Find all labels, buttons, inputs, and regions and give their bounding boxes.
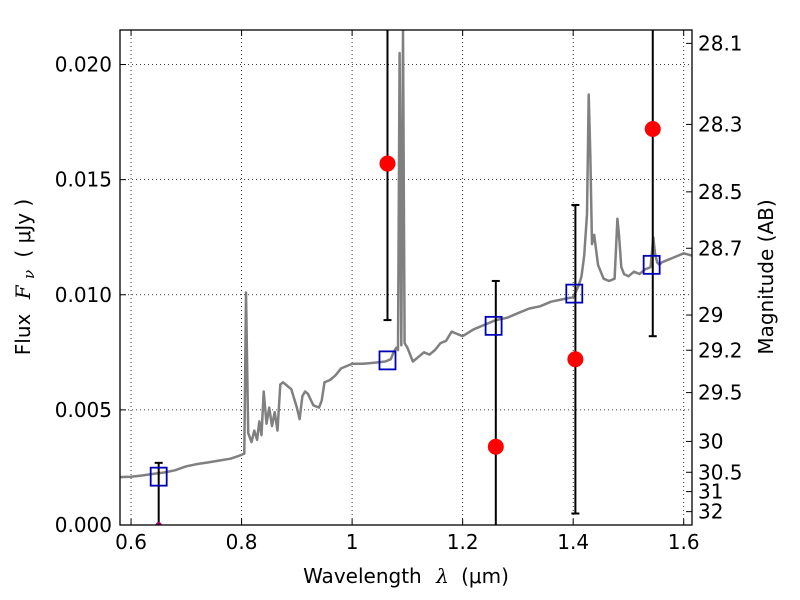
y2-tick-label: 28.7 [698,236,743,260]
observed-photometry-point [644,121,661,137]
y2-tick-label: 29.5 [698,381,743,405]
y2-tick-label: 28.1 [698,31,743,55]
y2-tick-label: 31 [698,480,723,504]
observed-photometry-point [487,438,504,455]
model-sed-line [120,30,692,479]
model-photometry-square [149,466,168,487]
axes-frame [119,29,693,526]
y-tick-label: 0.015 [55,168,112,192]
y-axis-label-subscript: ν [20,270,38,279]
y-tick-label: 0.000 [55,513,112,537]
axis-ticks: 0.6 0.8 1 1.2 1.4 1.6 0.000 0.005 0.010 0.015 0.02… [55,30,743,554]
y2-tick-label: 29 [698,303,723,327]
y-tick-label: 0.020 [55,53,112,77]
y-axis-label-text: Flux [11,313,35,355]
y2-tick-label: 30 [698,429,723,453]
model-photometry-square [484,315,503,336]
y-tick-label: 0.005 [55,398,112,422]
y-axis-title: Flux F ν ( μJy ) [11,199,39,355]
y2-axis-title: Magnitude (AB) [754,199,778,354]
y2-tick-label: 32 [698,500,723,524]
y-tick-label: 0.010 [55,283,112,307]
x-axis-label-unit: (μm) [461,564,509,588]
x-tick-label: 0.6 [115,530,147,554]
x-tick-label: 1.6 [668,530,700,554]
y2-tick-label: 28.5 [698,180,743,204]
x-axis-label-symbol: λ [435,564,449,588]
x-tick-label: 1 [346,530,359,554]
observed-photometry-point [567,351,584,368]
y2-tick-label: 28.3 [698,112,743,136]
observed-photometry-point [155,522,162,525]
plot-area [120,30,692,525]
y2-tick-label: 29.2 [698,338,743,362]
y2-tick-label: 30.5 [698,460,743,484]
model-photometry-square [565,283,584,304]
model-photometry-square [378,350,397,371]
x-tick-label: 1.4 [557,530,589,554]
model-photometry-square [642,254,661,275]
y-axis-label-symbol: F [11,284,35,300]
x-axis-label-text: Wavelength [303,564,422,588]
x-tick-label: 1.2 [447,530,479,554]
y-axis-label-unit: ( μJy ) [11,199,35,258]
x-tick-label: 0.8 [226,530,258,554]
observed-photometry-point [379,155,396,172]
x-axis-title: Wavelength λ (μm) [303,564,509,588]
